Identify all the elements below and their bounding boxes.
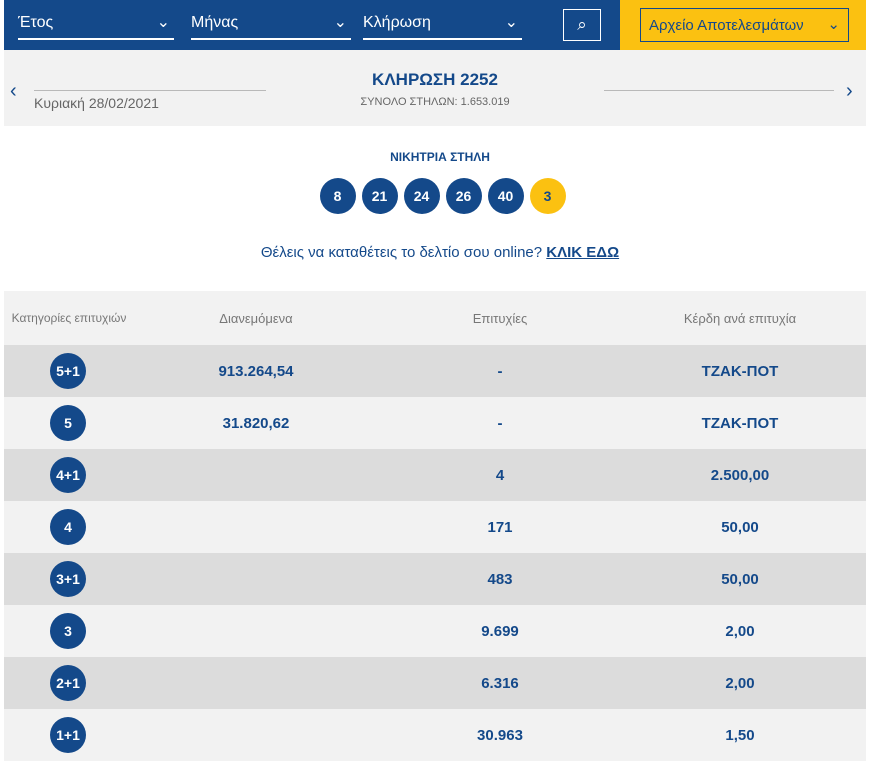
draw-date: Κυριακή 28/02/2021 (34, 95, 159, 111)
prize-cell: ΤΖΑΚ-ΠΟΤ (701, 362, 779, 380)
draw-select[interactable]: Κλήρωση ⌄ (363, 10, 522, 40)
table-row: 3+1 483 50,00 (4, 553, 866, 605)
divider (604, 90, 834, 91)
search-icon: ⌕ (577, 15, 587, 34)
header-prize: Κέρδη ανά επιτυχία (683, 310, 797, 326)
header-categories: Κατηγορίες επιτυχιών (11, 310, 127, 325)
year-label: Έτος (18, 14, 54, 31)
chevron-down-icon: ⌄ (504, 14, 518, 31)
number-ball: 8 (319, 178, 356, 214)
next-draw-icon[interactable]: › (846, 80, 853, 102)
category-cell: 4 (4, 501, 134, 553)
winners-cell: 9.699 (481, 622, 519, 640)
category-cell: 1+1 (4, 709, 134, 761)
winners-cell: 171 (487, 518, 513, 536)
category-cell: 5+1 (4, 345, 134, 397)
winners-cell: 30.963 (477, 726, 523, 744)
chevron-down-icon: ⌄ (827, 16, 840, 33)
number-ball: 40 (487, 178, 524, 214)
category-cell: 4+1 (4, 449, 134, 501)
results-table: Κατηγορίες επιτυχιών Διανεμόμενα Επιτυχί… (4, 291, 866, 761)
joker-ball: 3 (529, 178, 566, 214)
draw-title: ΚΛΗΡΩΣΗ 2252 (372, 70, 498, 89)
table-row: 5 31.820,62 - ΤΖΑΚ-ΠΟΤ (4, 397, 866, 449)
category-badge: 4+1 (50, 457, 86, 493)
distributed-cell (156, 553, 356, 605)
distributed-cell (156, 501, 356, 553)
prize-cell: ΤΖΑΚ-ΠΟΤ (701, 414, 779, 432)
prize-cell: 50,00 (721, 570, 759, 588)
online-prompt: Θέλεις να καταθέτεις το δελτίο σου onlin… (0, 244, 880, 261)
category-cell: 3+1 (4, 553, 134, 605)
distributed-cell (156, 449, 356, 501)
distributed-cell (156, 709, 356, 761)
category-cell: 2+1 (4, 657, 134, 709)
month-select[interactable]: Μήνας ⌄ (191, 10, 351, 40)
chevron-down-icon: ⌄ (333, 14, 347, 31)
category-badge: 5 (50, 405, 86, 441)
header-distributed: Διανεμόμενα (219, 310, 293, 326)
archive-area: Αρχείο Αποτελεσμάτων ⌄ (620, 0, 866, 50)
prize-cell: 2,00 (725, 674, 755, 692)
table-row: 3 9.699 2,00 (4, 605, 866, 657)
distributed-cell (156, 605, 356, 657)
archive-label: Αρχείο Αποτελεσμάτων (649, 17, 804, 34)
table-row: 2+1 6.316 2,00 (4, 657, 866, 709)
prev-draw-icon[interactable]: ‹ (10, 80, 17, 102)
winners-cell: 4 (495, 466, 505, 484)
prize-cell: 2.500,00 (710, 466, 770, 484)
winners-cell: 483 (487, 570, 513, 588)
total-columns: ΣΥΝΟΛΟ ΣΤΗΛΩΝ: 1.653.019 (360, 96, 510, 108)
click-here-link[interactable]: ΚΛΙΚ ΕΔΩ (546, 244, 620, 261)
number-ball: 24 (403, 178, 440, 214)
online-text: Θέλεις να καταθέτεις το δελτίο σου onlin… (260, 244, 543, 261)
month-label: Μήνας (191, 14, 239, 31)
table-header: Κατηγορίες επιτυχιών Διανεμόμενα Επιτυχί… (4, 291, 866, 345)
table-row: 5+1 913.264,54 - ΤΖΑΚ-ΠΟΤ (4, 345, 866, 397)
archive-dropdown[interactable]: Αρχείο Αποτελεσμάτων ⌄ (640, 8, 849, 42)
table-row: 4 171 50,00 (4, 501, 866, 553)
chevron-down-icon: ⌄ (156, 14, 170, 31)
prize-cell: 50,00 (721, 518, 759, 536)
table-row: 1+1 30.963 1,50 (4, 709, 866, 761)
draw-label: Κλήρωση (363, 14, 431, 31)
category-badge: 3+1 (50, 561, 86, 597)
category-cell: 5 (4, 397, 134, 449)
prize-cell: 1,50 (725, 726, 755, 744)
table-row: 4+1 4 2.500,00 (4, 449, 866, 501)
number-ball: 21 (361, 178, 398, 214)
header-winners: Επιτυχίες (472, 310, 528, 326)
category-badge: 3 (50, 613, 86, 649)
category-badge: 4 (50, 509, 86, 545)
distributed-cell: 913.264,54 (218, 362, 294, 380)
category-badge: 5+1 (50, 353, 86, 389)
number-ball: 26 (445, 178, 482, 214)
winners-cell: - (497, 414, 503, 432)
category-badge: 1+1 (50, 717, 86, 753)
search-button[interactable]: ⌕ (563, 9, 601, 41)
distributed-cell: 31.820,62 (222, 414, 290, 432)
winners-cell: 6.316 (481, 674, 519, 692)
winners-cell: - (497, 362, 503, 380)
prize-cell: 2,00 (725, 622, 755, 640)
distributed-cell (156, 657, 356, 709)
winning-title: ΝΙΚΗΤΡΙΑ ΣΤΗΛΗ (390, 150, 490, 164)
draw-header: ‹ › Κυριακή 28/02/2021 ΚΛΗΡΩΣΗ 2252 ΣΥΝΟ… (4, 50, 866, 126)
divider (34, 90, 266, 91)
year-select[interactable]: Έτος ⌄ (18, 10, 174, 40)
winning-numbers: 8 21 24 26 40 3 (0, 178, 880, 214)
category-badge: 2+1 (50, 665, 86, 701)
filter-bar: Έτος ⌄ Μήνας ⌄ Κλήρωση ⌄ ⌕ (4, 0, 620, 50)
category-cell: 3 (4, 605, 134, 657)
